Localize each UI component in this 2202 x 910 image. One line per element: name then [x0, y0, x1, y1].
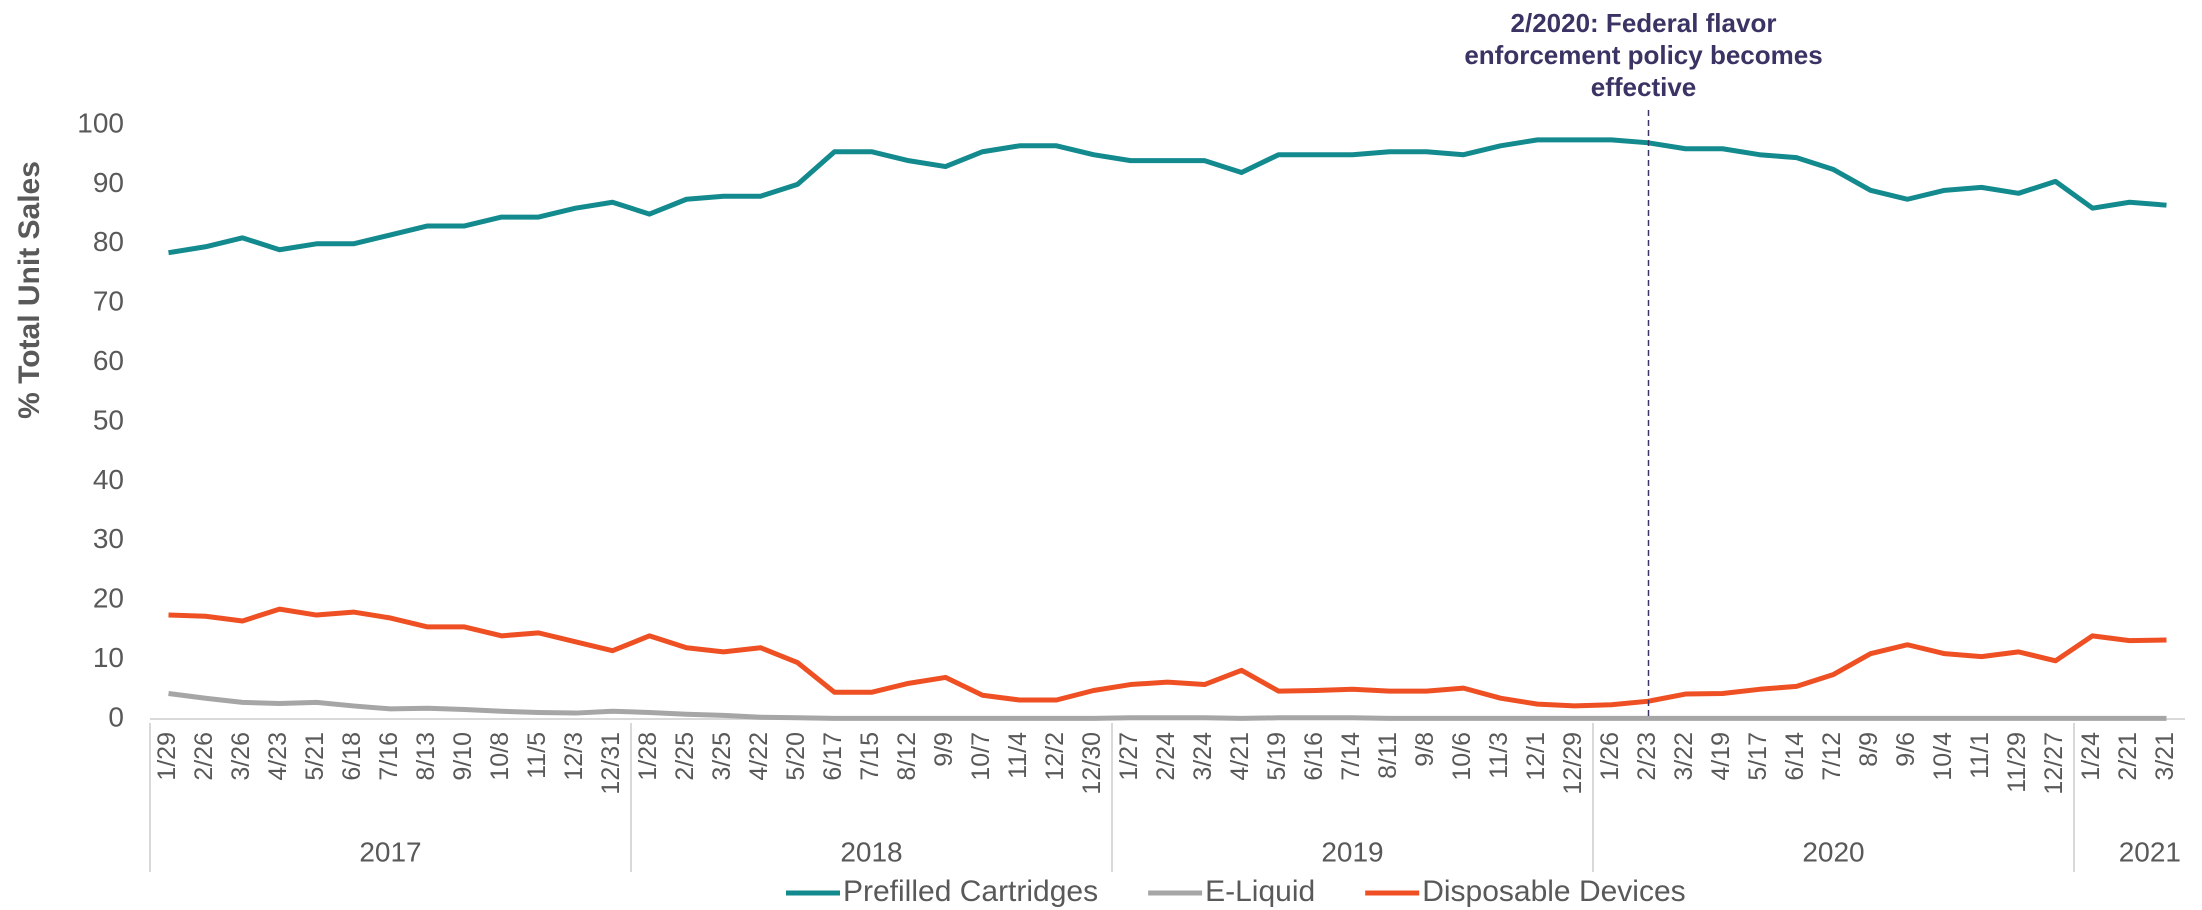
x-tick-label: 6/18 — [338, 732, 366, 781]
x-tick-label: 5/20 — [782, 732, 810, 781]
year-label: 2020 — [1802, 836, 1864, 867]
x-tick-label: 8/13 — [412, 732, 440, 781]
x-tick-label: 3/26 — [227, 732, 255, 781]
annotation-text: effective — [1591, 72, 1697, 102]
x-tick-label: 9/6 — [1892, 732, 1920, 767]
x-tick-label: 11/5 — [523, 732, 551, 779]
y-tick-label: 0 — [108, 701, 124, 732]
x-tick-label: 2/25 — [671, 732, 699, 781]
x-tick-label: 4/22 — [745, 732, 773, 781]
y-tick-label: 70 — [93, 286, 124, 317]
x-tick-label: 11/29 — [2003, 732, 2031, 793]
x-tick-label: 10/8 — [486, 732, 514, 781]
x-tick-label: 8/9 — [1855, 732, 1883, 767]
y-tick-label: 40 — [93, 464, 124, 495]
x-tick-label: 11/3 — [1485, 732, 1513, 779]
x-tick-label: 12/1 — [1522, 732, 1550, 781]
x-tick-label: 4/21 — [1226, 732, 1254, 781]
x-tick-label: 9/10 — [449, 732, 477, 781]
x-tick-label: 7/14 — [1337, 732, 1365, 781]
legend-label: Disposable Devices — [1422, 875, 1685, 908]
y-tick-label: 60 — [93, 345, 124, 376]
y-tick-label: 20 — [93, 583, 124, 614]
series-line — [168, 690, 2167, 721]
x-tick-label: 3/21 — [2151, 732, 2179, 781]
annotation-text: enforcement policy becomes — [1464, 40, 1822, 70]
x-tick-label: 5/17 — [1744, 732, 1772, 781]
y-tick-label: 50 — [93, 404, 124, 435]
y-axis-title: % Total Unit Sales — [13, 161, 46, 419]
x-tick-label: 8/12 — [893, 732, 921, 781]
x-tick-label: 9/8 — [1411, 732, 1439, 767]
x-tick-label: 12/30 — [1078, 732, 1106, 795]
y-tick-label: 80 — [93, 226, 124, 257]
x-tick-label: 1/27 — [1115, 732, 1143, 781]
x-tick-label: 12/2 — [1041, 732, 1069, 781]
x-tick-label: 10/4 — [1929, 732, 1957, 781]
x-tick-label: 10/7 — [967, 732, 995, 781]
x-tick-label: 12/3 — [560, 732, 588, 781]
x-tick-label: 12/27 — [2040, 732, 2068, 795]
x-tick-label: 5/21 — [301, 732, 329, 781]
series-line — [168, 137, 2167, 256]
x-tick-label: 1/26 — [1596, 732, 1624, 781]
x-tick-label: 4/23 — [264, 732, 292, 781]
x-tick-label: 2/26 — [190, 732, 218, 781]
x-tick-label: 2/24 — [1152, 732, 1180, 781]
x-tick-label: 8/11 — [1374, 732, 1402, 779]
x-tick-label: 6/14 — [1781, 732, 1809, 781]
x-tick-label: 2/23 — [1633, 732, 1661, 781]
x-tick-label: 12/29 — [1559, 732, 1587, 795]
x-tick-label: 3/25 — [708, 732, 736, 781]
y-tick-label: 10 — [93, 642, 124, 673]
x-tick-label: 4/19 — [1707, 732, 1735, 781]
x-tick-label: 1/28 — [634, 732, 662, 781]
x-tick-label: 11/4 — [1004, 732, 1032, 779]
year-label: 2018 — [840, 836, 902, 867]
x-tick-label: 7/12 — [1818, 732, 1846, 781]
x-tick-label: 1/29 — [153, 732, 181, 781]
x-tick-label: 10/6 — [1448, 732, 1476, 781]
x-tick-label: 3/22 — [1670, 732, 1698, 781]
series-line — [168, 606, 2167, 709]
year-label: 2019 — [1321, 836, 1383, 867]
x-tick-label: 7/16 — [375, 732, 403, 781]
year-label: 2017 — [359, 836, 421, 867]
x-tick-label: 1/24 — [2077, 732, 2105, 781]
year-label: 2021 — [2119, 836, 2181, 867]
y-tick-label: 100 — [77, 107, 124, 138]
x-tick-label: 6/17 — [819, 732, 847, 781]
x-tick-label: 11/1 — [1966, 732, 1994, 779]
annotation-text: 2/2020: Federal flavor — [1511, 8, 1777, 38]
x-tick-label: 9/9 — [930, 732, 958, 767]
legend-label: E-Liquid — [1205, 875, 1315, 908]
y-tick-label: 90 — [93, 167, 124, 198]
y-tick-label: 30 — [93, 523, 124, 554]
x-tick-label: 7/15 — [856, 732, 884, 781]
x-tick-label: 2/21 — [2114, 732, 2142, 781]
x-tick-label: 12/31 — [597, 732, 625, 795]
x-tick-label: 3/24 — [1189, 732, 1217, 781]
legend-label: Prefilled Cartridges — [843, 875, 1098, 908]
x-tick-label: 5/19 — [1263, 732, 1291, 781]
x-tick-label: 6/16 — [1300, 732, 1328, 781]
